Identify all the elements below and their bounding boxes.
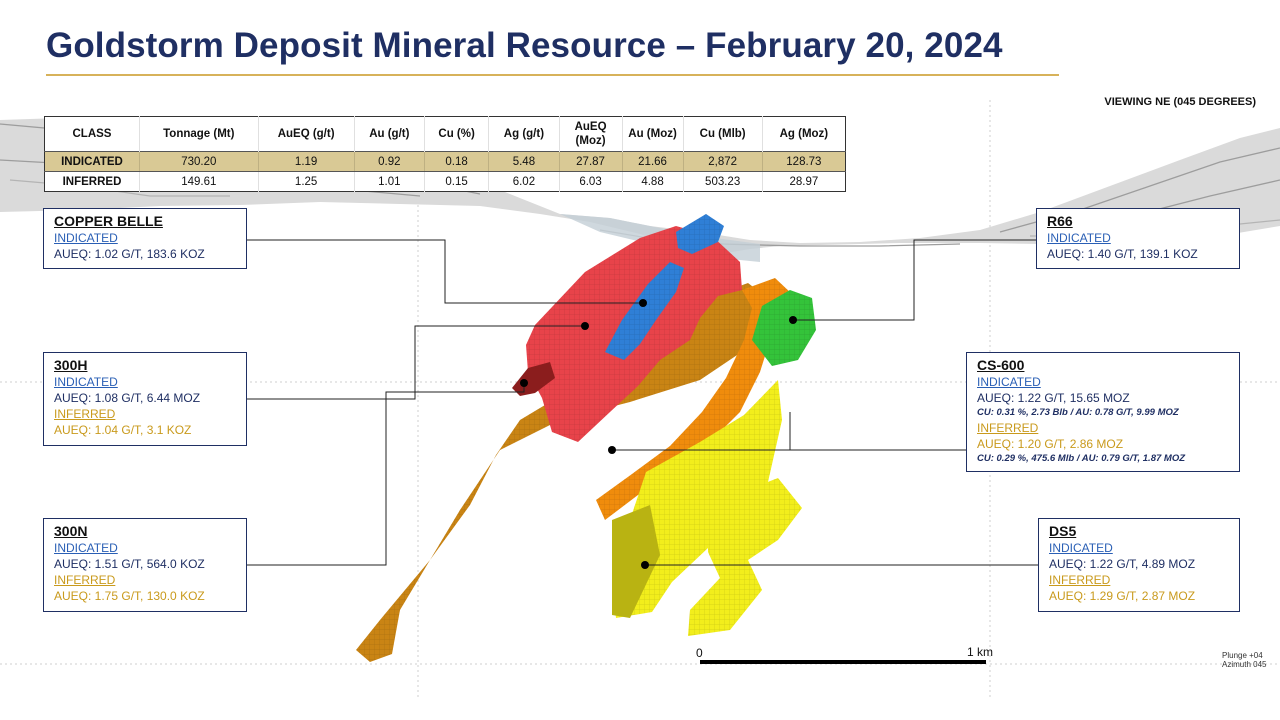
header-cu-mlb: Cu (Mlb)	[682, 116, 763, 152]
table-cell: 21.66	[621, 151, 684, 172]
r66-zone-body	[752, 290, 816, 366]
table-cell: INDICATED	[44, 151, 140, 172]
copper-belle-callout: COPPER BELLE INDICATED AUEQ: 1.02 G/T, 1…	[43, 208, 247, 269]
table-cell: 1.01	[353, 171, 425, 192]
table-cell: 6.03	[558, 171, 623, 192]
header-ag-gt: Ag (g/t)	[488, 116, 560, 152]
ds5-callout: DS5 INDICATED AUEQ: 1.22 G/T, 4.89 MOZ I…	[1038, 518, 1240, 612]
zone-name: CS-600	[977, 357, 1025, 373]
header-au-gt: Au (g/t)	[353, 116, 425, 152]
indicated-value: AUEQ: 1.08 G/T, 6.44 MOZ	[54, 391, 201, 405]
table-row: INDICATED 730.20 1.19 0.92 0.18 5.48 27.…	[44, 151, 846, 172]
300n-callout: 300N INDICATED AUEQ: 1.51 G/T, 564.0 KOZ…	[43, 518, 247, 612]
table-cell: 0.15	[423, 171, 489, 192]
indicated-label: INDICATED	[1049, 541, 1113, 555]
inferred-note: CU: 0.29 %, 475.6 Mlb / AU: 0.79 G/T, 1.…	[977, 453, 1186, 464]
indicated-label: INDICATED	[54, 541, 118, 555]
header-cu-pct: Cu (%)	[423, 116, 489, 152]
indicated-label: INDICATED	[1047, 231, 1111, 245]
table-cell: 5.48	[488, 151, 560, 172]
zone-name: 300N	[54, 523, 88, 539]
zone-name: COPPER BELLE	[54, 213, 163, 229]
header-aueq-moz: AuEQ (Moz)	[558, 116, 623, 152]
table-cell: INFERRED	[62, 175, 122, 188]
plunge-label: Plunge +04	[1222, 651, 1263, 660]
inferred-value: AUEQ: 1.04 G/T, 3.1 KOZ	[54, 423, 192, 437]
header-tonnage: Tonnage (Mt)	[139, 116, 259, 152]
300h-callout: 300H INDICATED AUEQ: 1.08 G/T, 6.44 MOZ …	[43, 352, 247, 446]
header-class: CLASS	[72, 128, 112, 140]
table-cell: 27.87	[558, 151, 623, 172]
plunge-azimuth-note: Plunge +04 Azimuth 045	[1222, 651, 1266, 669]
table-cell: 149.61	[139, 171, 259, 192]
zone-name: DS5	[1049, 523, 1077, 539]
300n-zone-body	[356, 283, 770, 662]
table-cell: 28.97	[761, 171, 846, 192]
scale-bar	[700, 660, 986, 664]
table-cell: 730.20	[139, 151, 259, 172]
indicated-label: INDICATED	[54, 231, 118, 245]
inferred-value: AUEQ: 1.20 G/T, 2.86 MOZ	[977, 437, 1124, 451]
inferred-label: INFERRED	[54, 573, 116, 587]
zone-name: 300H	[54, 357, 88, 373]
indicated-note: CU: 0.31 %, 2.73 Blb / AU: 0.78 G/T, 9.9…	[977, 407, 1179, 418]
cs600-callout: CS-600 INDICATED AUEQ: 1.22 G/T, 15.65 M…	[966, 352, 1240, 472]
table-cell: 128.73	[761, 151, 846, 172]
indicated-label: INDICATED	[54, 375, 118, 389]
table-cell: 6.02	[488, 171, 560, 192]
table-row: INFERRED 149.61 1.25 1.01 0.15 6.02 6.03…	[45, 171, 846, 192]
table-cell: 2,872	[682, 151, 763, 172]
table-header-row: CLASS Tonnage (Mt) AuEQ (g/t) Au (g/t) C…	[45, 116, 846, 152]
viewing-direction: VIEWING NE (045 DEGREES)	[1104, 96, 1256, 108]
table-cell: 4.88	[621, 171, 684, 192]
indicated-value: AUEQ: 1.02 G/T, 183.6 KOZ	[54, 247, 205, 261]
azimuth-label: Azimuth 045	[1222, 660, 1267, 669]
indicated-value: AUEQ: 1.51 G/T, 564.0 KOZ	[54, 557, 205, 571]
leader-lines	[247, 239, 1040, 566]
header-aueq-gt: AuEQ (g/t)	[257, 116, 355, 152]
copper-belle-zone-body	[605, 214, 724, 360]
scale-start-label: 0	[696, 646, 703, 660]
title-underline	[46, 74, 1059, 76]
ds5-zone-body	[612, 380, 802, 636]
inferred-value: AUEQ: 1.75 G/T, 130.0 KOZ	[54, 589, 205, 603]
r66-callout: R66 INDICATED AUEQ: 1.40 G/T, 139.1 KOZ	[1036, 208, 1240, 269]
table-cell: 0.18	[423, 151, 489, 172]
table-cell: 0.92	[353, 151, 425, 172]
table-cell: 503.23	[682, 171, 763, 192]
table-cell: 1.19	[257, 151, 355, 172]
header-au-moz: Au (Moz)	[621, 116, 684, 152]
inferred-label: INFERRED	[1049, 573, 1111, 587]
inferred-label: INFERRED	[54, 407, 116, 421]
header-ag-moz: Ag (Moz)	[761, 116, 846, 152]
table-cell: 1.25	[257, 171, 355, 192]
page-title: Goldstorm Deposit Mineral Resource – Feb…	[46, 26, 1003, 65]
resource-table: CLASS Tonnage (Mt) AuEQ (g/t) Au (g/t) C…	[44, 116, 846, 192]
indicated-label: INDICATED	[977, 375, 1041, 389]
inferred-value: AUEQ: 1.29 G/T, 2.87 MOZ	[1049, 589, 1196, 603]
indicated-value: AUEQ: 1.40 G/T, 139.1 KOZ	[1047, 247, 1198, 261]
leader-dots	[520, 299, 797, 569]
indicated-value: AUEQ: 1.22 G/T, 4.89 MOZ	[1049, 557, 1196, 571]
inferred-label: INFERRED	[977, 421, 1039, 435]
scale-end-label: 1 km	[967, 645, 994, 659]
zone-name: R66	[1047, 213, 1073, 229]
indicated-value: AUEQ: 1.22 G/T, 15.65 MOZ	[977, 391, 1130, 405]
